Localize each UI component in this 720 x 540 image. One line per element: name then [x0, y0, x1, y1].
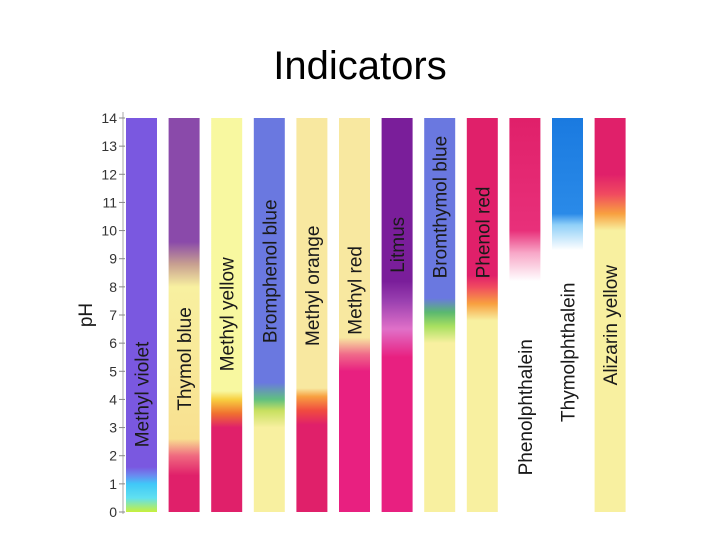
indicator-label: Litmus	[388, 217, 409, 273]
y-axis-title: pH	[76, 303, 97, 327]
indicator-bar-thymol-blue	[168, 118, 200, 512]
y-tick-label: 1	[109, 476, 117, 492]
slide-title: Indicators	[273, 44, 447, 88]
indicator-bars	[126, 118, 626, 512]
indicator-label: Methyl red	[346, 246, 367, 335]
y-tick-label: 13	[101, 138, 117, 154]
y-tick-label: 4	[109, 391, 117, 407]
indicator-label: Thymol blue	[175, 307, 196, 411]
indicator-bar-bromthymol-blue	[424, 118, 456, 512]
indicator-label: Bromphenol blue	[260, 199, 281, 343]
y-tick-label: 8	[109, 279, 117, 295]
indicator-bar-methyl-red	[339, 118, 370, 512]
indicator-bar-litmus	[381, 118, 413, 512]
y-tick-label: 5	[109, 363, 117, 379]
y-tick-label: 0	[109, 504, 117, 520]
y-tick-label: 11	[102, 194, 117, 210]
y-tick-label: 12	[101, 166, 117, 182]
indicator-label: Bromthymol blue	[431, 136, 452, 279]
indicator-labels: Methyl violet Thymol blue Methyl yellow Bro…	[133, 136, 623, 476]
y-tick-label: 10	[101, 223, 117, 239]
indicator-label: Alizarin yellow	[601, 265, 622, 386]
y-tick-label: 3	[109, 420, 117, 436]
y-tick-label: 7	[109, 307, 117, 323]
y-tick-label: 9	[109, 251, 117, 267]
indicator-label: Thymolphthalein	[559, 283, 580, 422]
y-tick-label: 2	[109, 448, 117, 464]
indicator-label: Methyl orange	[303, 226, 324, 346]
indicator-bar-alizarin-yellow	[594, 118, 626, 512]
indicator-label: Methyl violet	[133, 341, 154, 447]
indicator-bar-phenol-red	[466, 118, 498, 512]
y-tick-label: 14	[101, 110, 117, 126]
indicator-bar-phenolphthalein	[509, 118, 541, 512]
indicator-bar-bromphenol-blue	[253, 118, 285, 512]
indicator-bar-thymolphthalein	[552, 118, 583, 512]
indicator-bar-methyl-violet	[126, 118, 157, 512]
y-tick-label: 6	[109, 335, 117, 351]
indicator-label: Phenolphthalein	[516, 339, 537, 475]
indicator-bar-methyl-yellow	[211, 118, 243, 512]
indicator-label: Methyl yellow	[218, 257, 239, 371]
indicator-bar-methyl-orange	[296, 118, 328, 512]
indicator-label: Phenol red	[473, 187, 494, 279]
